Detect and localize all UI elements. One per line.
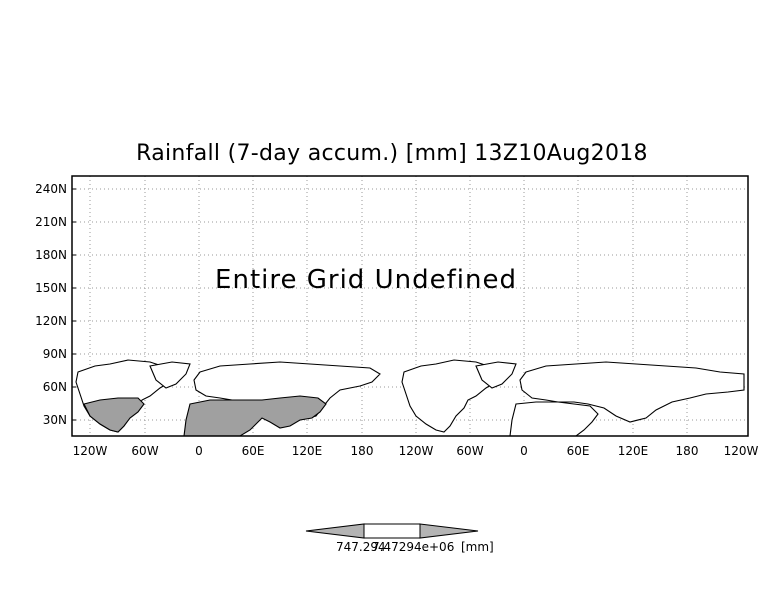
undefined-grid-message: Entire Grid Undefined <box>215 265 517 295</box>
map-title: Rainfall (7-day accum.) [mm] 13Z10Aug201… <box>136 141 648 166</box>
colorbar-box <box>363 523 421 539</box>
lon-label: 180 <box>351 444 374 458</box>
lat-label: 210N <box>35 215 67 229</box>
colorbar-unit-label: [mm] <box>461 540 494 554</box>
africa-mideast-shaded <box>183 395 327 437</box>
greenland-land-2 <box>475 361 517 389</box>
map-frame <box>71 175 749 437</box>
north-america-land-2 <box>401 359 503 433</box>
longitude-labels: 120W 60W 0 60E 120E 180 120W 60W 0 60E 1… <box>73 444 759 458</box>
lon-label: 120E <box>292 444 323 458</box>
colorbar-high-triangle <box>419 523 479 539</box>
latitude-labels: 240N 210N 180N 150N 120N 90N 60N 30N <box>35 182 67 427</box>
lon-label: 120W <box>724 444 759 458</box>
colorbar-min-label: 747.294 <box>336 540 386 554</box>
lon-label: 60W <box>456 444 483 458</box>
colorbar <box>305 523 479 539</box>
lon-label: 120W <box>73 444 108 458</box>
lon-label: 0 <box>195 444 203 458</box>
lat-label: 150N <box>35 281 67 295</box>
lat-label: 60N <box>43 380 67 394</box>
lon-label: 180 <box>676 444 699 458</box>
colorbar-low-triangle <box>305 523 365 539</box>
eurasia-land-2 <box>519 361 745 423</box>
lat-label: 180N <box>35 248 67 262</box>
lon-label: 0 <box>520 444 528 458</box>
lon-label: 120E <box>618 444 649 458</box>
usa-shaded <box>83 397 145 433</box>
tick-marks <box>72 188 76 421</box>
colorbar-max-label: 7.47294e+06 <box>372 540 455 554</box>
lat-label: 240N <box>35 182 67 196</box>
greenland-land <box>149 361 191 389</box>
lon-label: 120W <box>399 444 434 458</box>
lon-label: 60W <box>131 444 158 458</box>
lon-label: 60E <box>567 444 590 458</box>
lon-label: 60E <box>242 444 265 458</box>
coastlines <box>75 359 745 437</box>
africa-outline-2 <box>509 401 599 437</box>
lat-label: 120N <box>35 314 67 328</box>
lat-label: 30N <box>43 413 67 427</box>
lat-label: 90N <box>43 347 67 361</box>
